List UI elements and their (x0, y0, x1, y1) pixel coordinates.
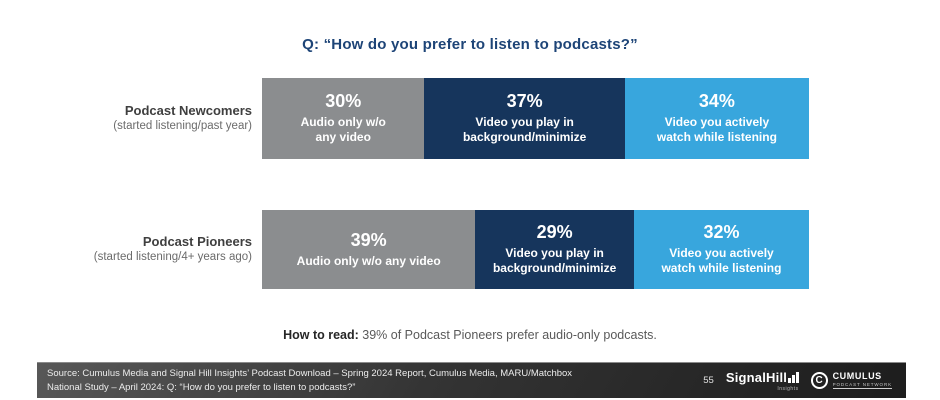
segment-label: Video you actively watch while listening (661, 245, 782, 276)
segment-label: Audio only w/o any video (300, 114, 386, 145)
segment-value: 32% (703, 222, 740, 243)
footer-logos: 55 SignalHill Insights C CUMULUS PODCAST… (703, 370, 892, 392)
category-label-block: Podcast Newcomers (started listening/past… (0, 78, 252, 159)
segment-label: Video you play in background/minimize (492, 245, 617, 276)
how-to-read-note: How to read: 39% of Podcast Pioneers pre… (0, 328, 940, 342)
segment-label: Video you actively watch while listening (656, 114, 777, 145)
segment-value: 30% (325, 91, 362, 112)
bar-segment: 30% Audio only w/o any video (262, 78, 425, 159)
segment-value: 39% (350, 229, 387, 250)
category-label-block: Podcast Pioneers (started listening/4+ ye… (0, 210, 252, 289)
segment-label: Video you play in background/minimize (462, 114, 587, 145)
stacked-bar-chart: Podcast Newcomers (started listening/past… (0, 78, 940, 289)
bar-segment: 39% Audio only w/o any video (262, 210, 476, 289)
source-note: Source: Cumulus Media and Signal Hill In… (47, 367, 572, 395)
category-sublabel: (started listening/4+ years ago) (93, 251, 252, 264)
segment-value: 37% (506, 91, 543, 112)
source-line-2: National Study – April 2024: Q: “How do … (47, 381, 356, 393)
signal-hill-logo: SignalHill Insights (726, 370, 799, 392)
bar-segment: 29% Video you play in background/minimize (475, 210, 634, 289)
bar-row: Podcast Newcomers (started listening/past… (0, 78, 940, 159)
source-line-1: Source: Cumulus Media and Signal Hill In… (47, 367, 573, 379)
signal-hill-wordmark: SignalHill (725, 369, 788, 385)
segment-value: 29% (536, 222, 573, 243)
cumulus-c-icon: C (810, 372, 828, 389)
segment-value: 34% (698, 91, 735, 112)
segment-label: Audio only w/o any video (296, 253, 441, 268)
stacked-bar: 39% Audio only w/o any video 29% Video you … (262, 210, 809, 289)
category-label: Podcast Pioneers (142, 233, 252, 249)
bar-segment: 32% Video you actively watch while listeni… (633, 210, 809, 289)
cumulus-logo: C CUMULUS PODCAST NETWORK (810, 370, 892, 390)
page-number: 55 (703, 375, 714, 386)
page-title: Q: “How do you prefer to listen to podca… (302, 36, 638, 53)
bar-segment: 37% Video you play in background/minimize (424, 78, 625, 159)
cumulus-wordmark: CUMULUS (832, 370, 882, 381)
bar-row: Podcast Pioneers (started listening/4+ ye… (0, 210, 940, 289)
cumulus-sub-label: PODCAST NETWORK (832, 381, 892, 387)
how-to-read-text: 39% of Podcast Pioneers prefer audio-onl… (358, 328, 657, 342)
category-sublabel: (started listening/past year) (113, 120, 252, 133)
bar-chart-icon (788, 371, 799, 385)
footer-bar: Source: Cumulus Media and Signal Hill In… (37, 362, 906, 398)
stacked-bar: 30% Audio only w/o any video 37% Video you p… (262, 78, 809, 159)
category-label: Podcast Newcomers (124, 102, 252, 118)
bar-segment: 34% Video you actively watch while listeni… (624, 78, 809, 159)
signal-hill-sub-label: Insights (777, 385, 799, 392)
how-to-read-label: How to read: (283, 328, 359, 342)
